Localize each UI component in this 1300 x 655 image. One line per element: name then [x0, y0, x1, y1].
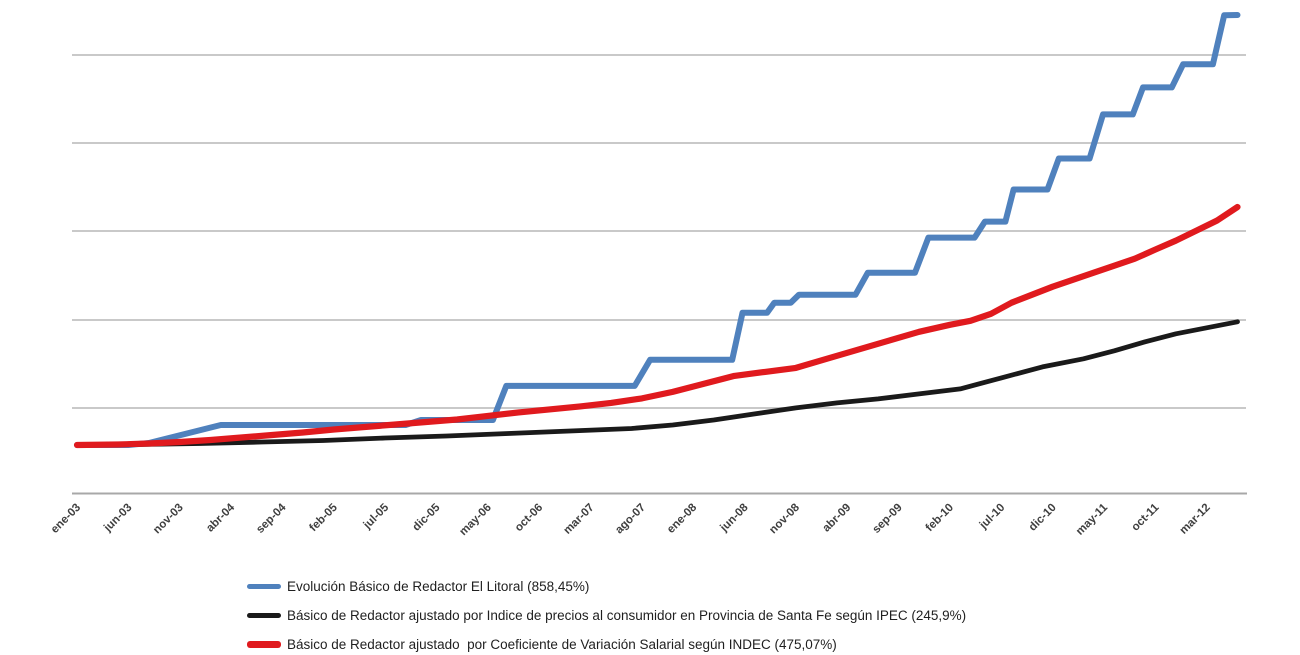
- x-axis-tick-label: mar-07: [561, 502, 596, 537]
- legend-item-indec: Básico de Redactor ajustado por Coeficie…: [247, 630, 966, 655]
- legend: Evolución Básico de Redactor El Litoral …: [247, 572, 966, 655]
- x-axis-tick-label: sep-09: [870, 502, 904, 536]
- x-axis-tick-label: ago-07: [613, 502, 648, 537]
- x-axis-tick-label: sep-04: [254, 501, 289, 536]
- x-axis-tick-label: jun-08: [718, 501, 752, 535]
- x-axis-tick-label: jun-03: [101, 502, 134, 535]
- legend-swatch-ipec: [247, 613, 281, 618]
- x-axis-tick-label: nov-03: [151, 502, 186, 537]
- x-axis-tick-label: may-06: [457, 502, 494, 539]
- x-axis-tick-label: ene-08: [665, 501, 700, 536]
- legend-item-litoral: Evolución Básico de Redactor El Litoral …: [247, 572, 966, 601]
- x-axis-tick-label: dic-05: [411, 501, 443, 533]
- x-axis-tick-label: jul-05: [361, 501, 392, 532]
- x-axis-tick-label: feb-05: [307, 501, 340, 534]
- x-axis-tick-label: jul-10: [977, 502, 1007, 532]
- legend-swatch-indec: [247, 641, 281, 648]
- x-axis-tick-label: ene-03: [49, 502, 83, 536]
- x-axis-tick-label: may-11: [1074, 501, 1110, 537]
- x-axis-tick-label: abr-04: [204, 501, 237, 534]
- x-axis-tick-label: oct-06: [513, 502, 545, 534]
- x-axis-tick-label: feb-10: [924, 502, 956, 534]
- x-axis-tick-label: nov-08: [767, 501, 802, 536]
- legend-swatch-litoral: [247, 584, 281, 589]
- series-line-indec: [73, 203, 1241, 449]
- legend-label-litoral: Evolución Básico de Redactor El Litoral …: [287, 579, 590, 594]
- x-axis-tick-label: dic-10: [1027, 502, 1059, 534]
- x-axis-tick-label: mar-12: [1178, 502, 1213, 537]
- legend-label-indec: Básico de Redactor ajustado por Coeficie…: [287, 637, 837, 652]
- legend-label-ipec: Básico de Redactor ajustado por Indice d…: [287, 608, 967, 623]
- legend-item-ipec: Básico de Redactor ajustado por Indice d…: [247, 601, 966, 630]
- series-line-ipec: [74, 319, 1240, 448]
- x-axis-tick-label: oct-11: [1129, 501, 1161, 533]
- x-axis-tick-label: abr-09: [820, 502, 853, 535]
